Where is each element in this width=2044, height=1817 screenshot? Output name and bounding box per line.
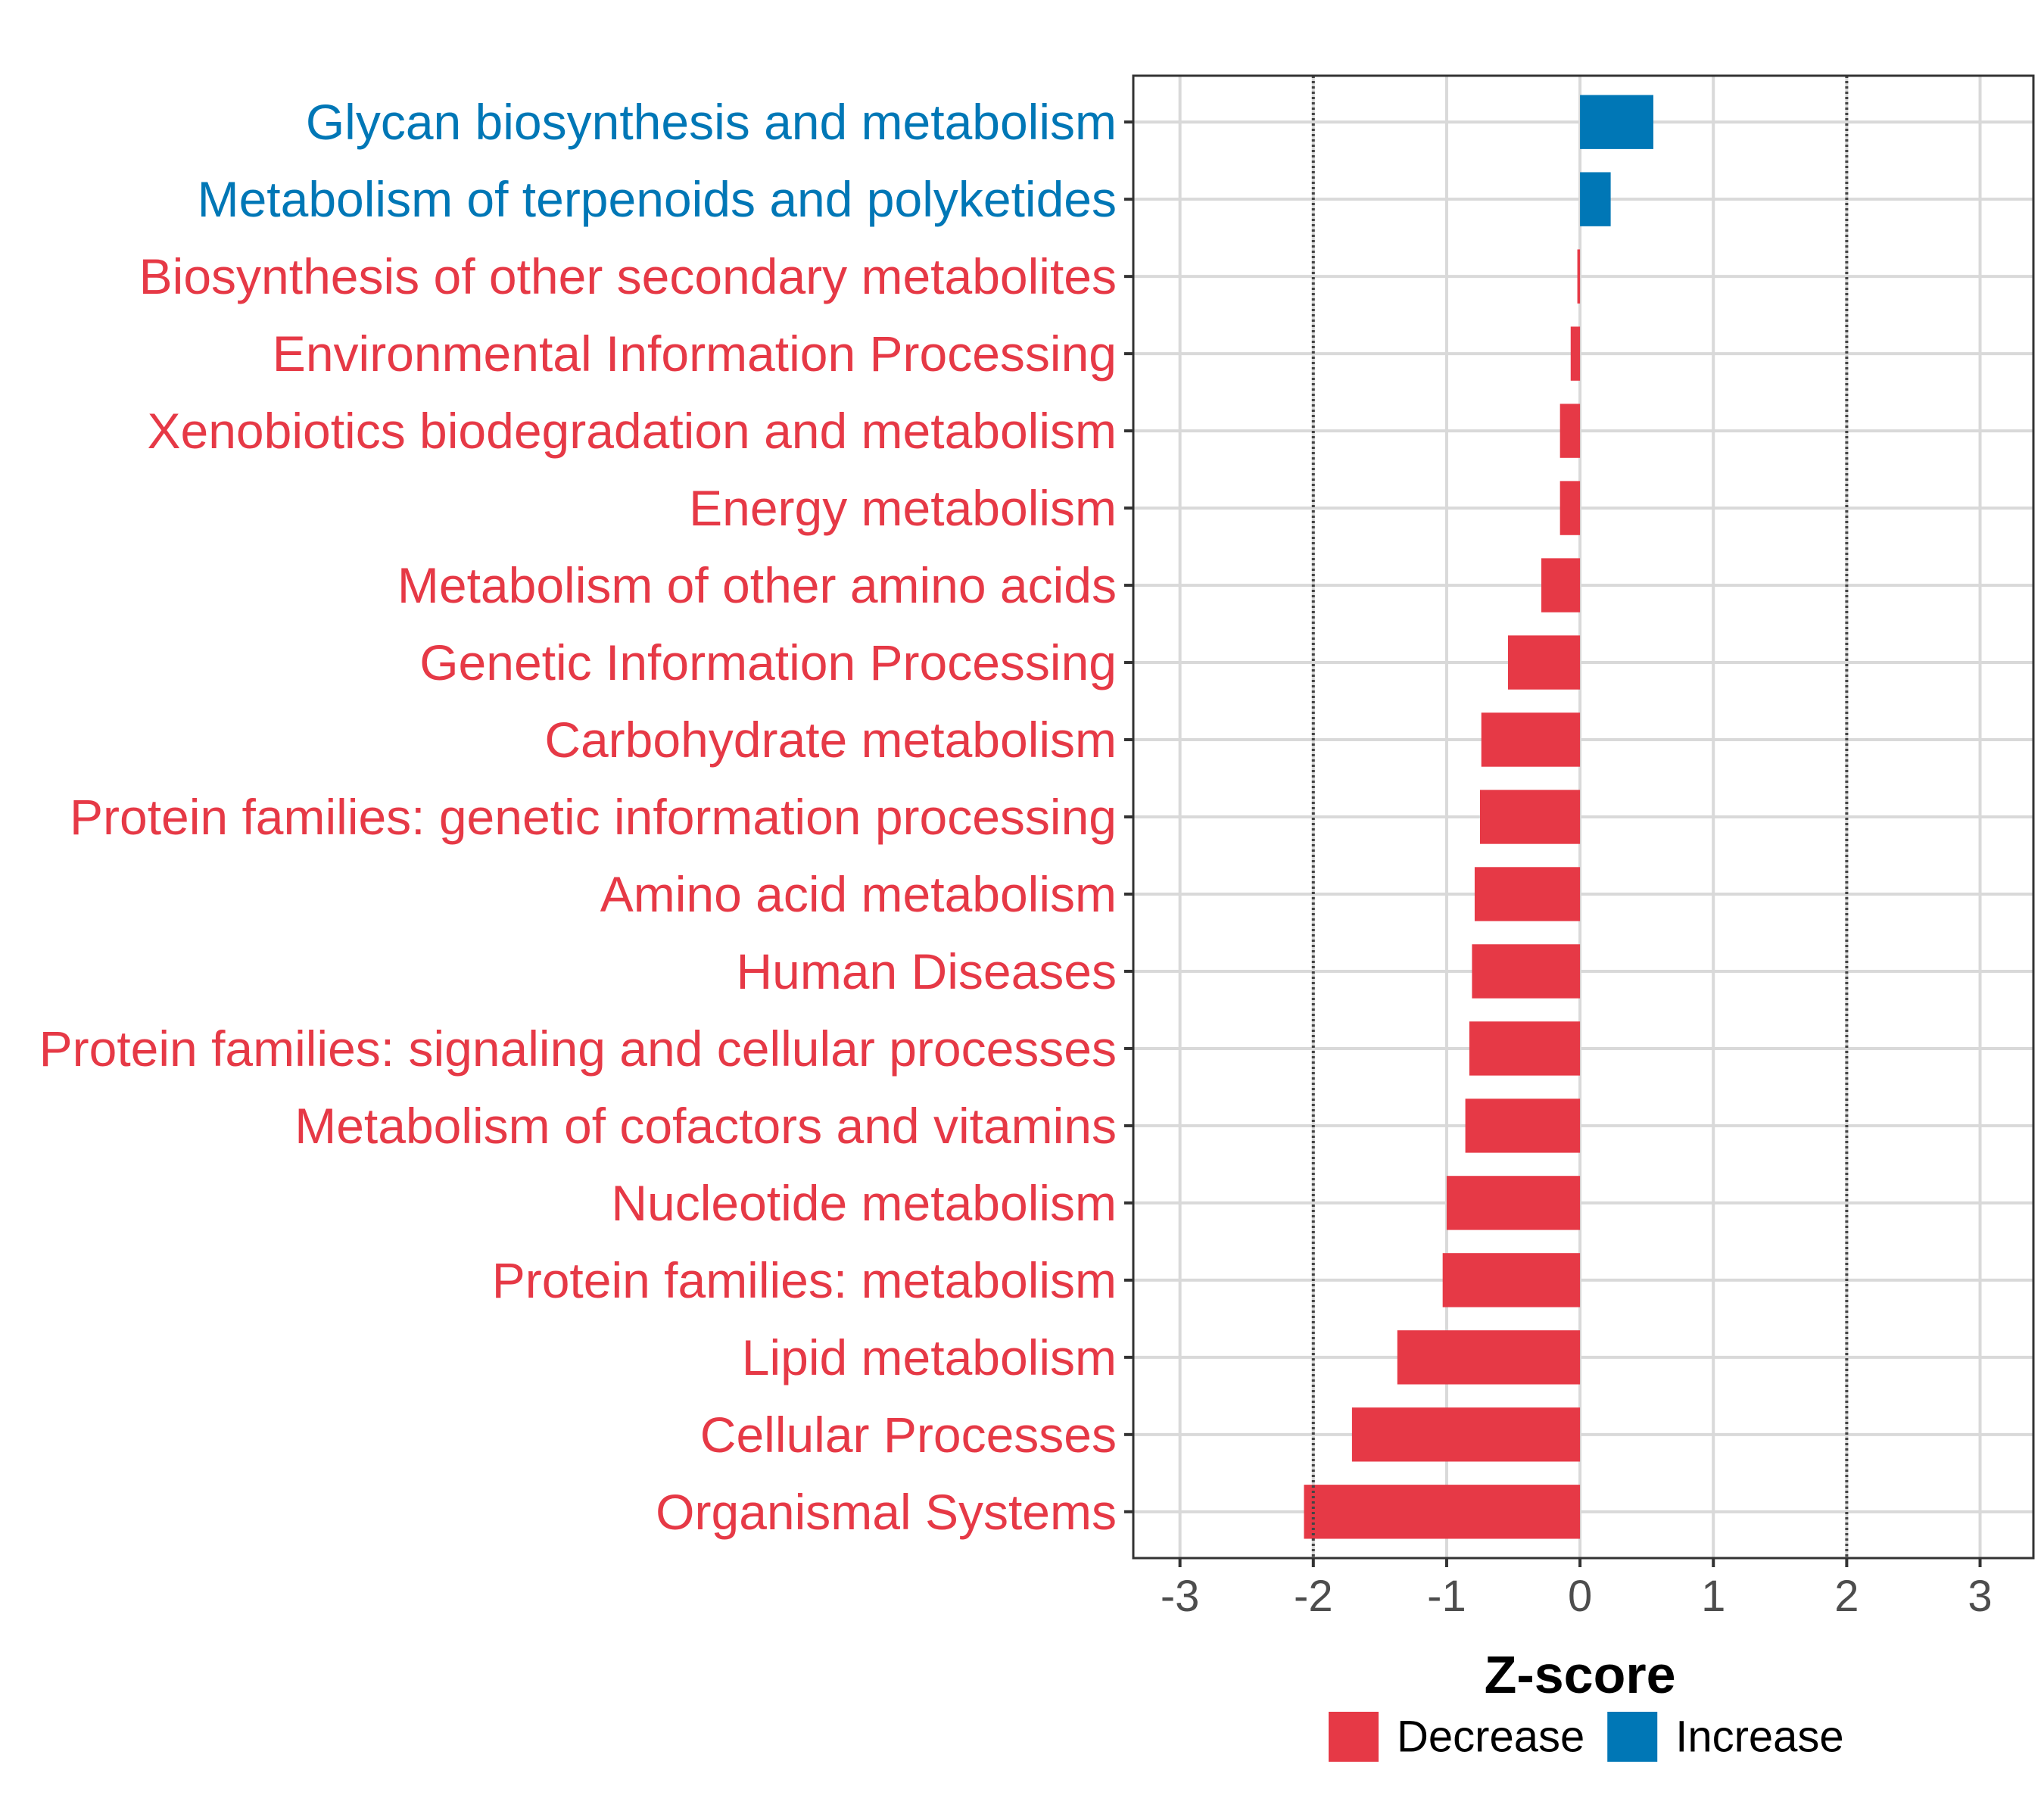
category-label: Genetic Information Processing [419,634,1117,690]
threshold-lines [1311,76,1849,1558]
bar [1479,790,1581,844]
bar [1481,712,1581,767]
category-label: Environmental Information Processing [273,326,1117,382]
category-label: Human Diseases [736,943,1117,999]
bar [1580,172,1611,226]
y-axis-ticks [1124,120,1133,1513]
legend-swatch [1329,1712,1379,1762]
bar [1507,635,1581,690]
bar [1397,1330,1581,1385]
y-axis-category-labels: Glycan biosynthesis and metabolism Metabo… [39,94,1117,1540]
x-axis-title: Z-score [1485,1645,1676,1704]
category-label: Organismal Systems [656,1484,1117,1540]
x-tick-label: 3 [1968,1572,1992,1621]
x-tick-label: 1 [1701,1572,1725,1621]
category-label: Nucleotide metabolism [611,1175,1117,1231]
category-label: Protein families: genetic information pr… [70,789,1117,845]
bars [1304,95,1653,1539]
x-tick-label: 2 [1834,1572,1859,1621]
x-tick-label: -2 [1294,1572,1333,1621]
bar [1559,404,1581,458]
bar [1580,95,1653,149]
legend-label: Increase [1675,1713,1843,1762]
bar [1577,249,1581,304]
category-label: Energy metabolism [689,480,1117,536]
category-label: Lipid metabolism [742,1329,1117,1385]
x-tick-label: 0 [1568,1572,1592,1621]
legend-label: Decrease [1397,1713,1584,1762]
category-label: Protein families: signaling and cellular… [39,1021,1117,1077]
bar [1570,326,1581,381]
x-tick-label: -1 [1427,1572,1466,1621]
category-label: Metabolism of cofactors and vitamins [294,1098,1117,1154]
bar [1351,1407,1581,1462]
category-label: Glycan biosynthesis and metabolism [306,94,1117,150]
bar [1304,1485,1581,1539]
bar [1446,1176,1581,1230]
bar [1474,867,1581,921]
bar [1472,944,1581,999]
category-label: Xenobiotics biodegradation and metabolis… [148,403,1117,459]
bar [1541,558,1581,612]
category-label: Protein families: metabolism [492,1252,1117,1308]
category-label: Metabolism of terpenoids and polyketides [198,171,1117,227]
category-label: Biosynthesis of other secondary metaboli… [139,248,1117,304]
legend-swatch [1607,1712,1658,1762]
x-axis-ticks: -3 -2 -1 0 1 2 3 [1161,1558,1993,1621]
category-label: Amino acid metabolism [600,866,1117,922]
category-label: Carbohydrate metabolism [544,712,1117,768]
x-tick-label: -3 [1161,1572,1200,1621]
grid-lines [1133,76,2033,1558]
bar [1559,481,1581,535]
bar [1442,1253,1581,1307]
category-label: Metabolism of other amino acids [397,557,1117,613]
legend: Decrease Increase [1329,1712,1844,1762]
bar [1465,1099,1581,1153]
category-label: Cellular Processes [700,1407,1117,1463]
bar [1469,1021,1581,1076]
